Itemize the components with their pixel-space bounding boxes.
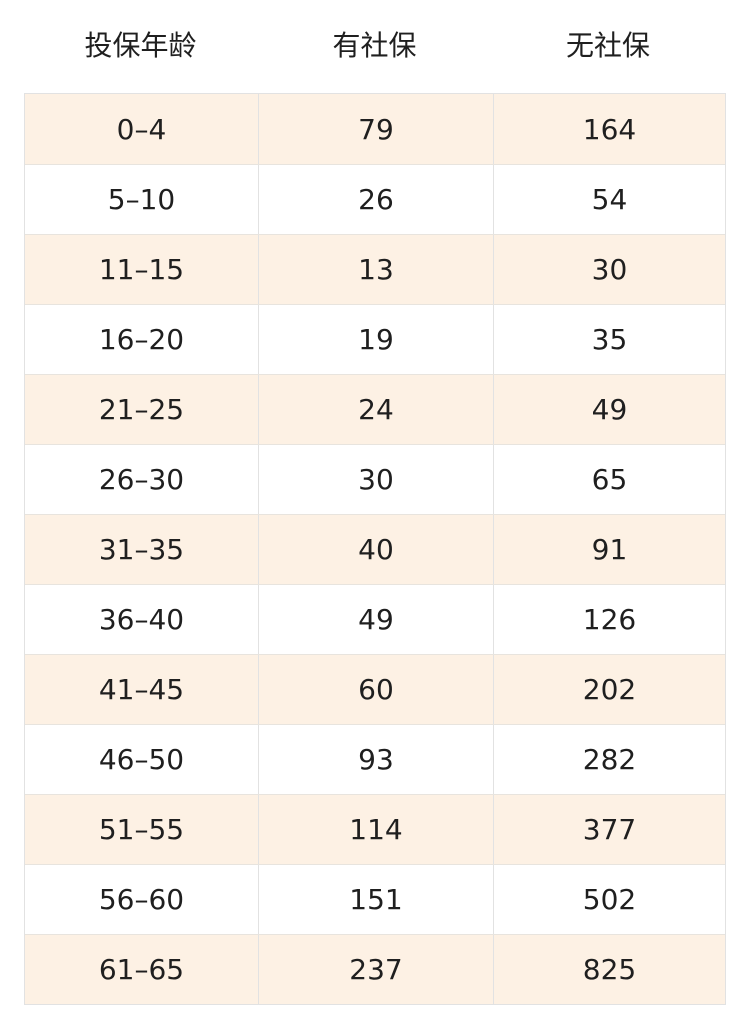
with-insurance-cell: 60 — [258, 655, 493, 724]
premium-table: 0–4 79 164 5–10 26 54 11–15 13 30 16–20 … — [24, 93, 726, 1005]
table-row: 21–25 24 49 — [25, 374, 725, 444]
age-cell: 46–50 — [98, 743, 185, 776]
with-insurance-cell: 237 — [258, 935, 493, 1004]
without-insurance-cell: 377 — [493, 795, 725, 864]
table-row: 5–10 26 54 — [25, 164, 725, 234]
table-row: 0–4 79 164 — [25, 94, 725, 164]
with-insurance-cell: 151 — [258, 865, 493, 934]
age-cell: 5–10 — [107, 183, 176, 216]
without-insurance-cell: 54 — [493, 165, 725, 234]
without-insurance-cell: 30 — [493, 235, 725, 304]
table-row: 36–40 49 126 — [25, 584, 725, 654]
table-row: 11–15 13 30 — [25, 234, 725, 304]
with-insurance-cell: 30 — [258, 445, 493, 514]
table-row: 31–35 40 91 — [25, 514, 725, 584]
table-header: 投保年龄 有社保 无社保 — [24, 0, 726, 92]
with-insurance-cell: 26 — [258, 165, 493, 234]
without-insurance-cell: 49 — [493, 375, 725, 444]
age-cell: 16–20 — [98, 323, 185, 356]
with-insurance-cell: 19 — [258, 305, 493, 374]
age-cell: 36–40 — [98, 603, 185, 636]
header-age: 投保年龄 — [84, 29, 197, 62]
age-cell: 26–30 — [98, 463, 185, 496]
without-insurance-cell: 282 — [493, 725, 725, 794]
table-row: 41–45 60 202 — [25, 654, 725, 724]
with-insurance-cell: 114 — [258, 795, 493, 864]
with-insurance-cell: 13 — [258, 235, 493, 304]
without-insurance-cell: 825 — [493, 935, 725, 1004]
without-insurance-cell: 202 — [493, 655, 725, 724]
table-row: 51–55 114 377 — [25, 794, 725, 864]
with-insurance-cell: 49 — [258, 585, 493, 654]
with-insurance-cell: 79 — [258, 94, 493, 164]
header-without-social-insurance: 无社保 — [565, 29, 650, 62]
age-cell: 31–35 — [98, 533, 185, 566]
age-cell: 11–15 — [98, 253, 185, 286]
without-insurance-cell: 164 — [493, 94, 725, 164]
without-insurance-cell: 126 — [493, 585, 725, 654]
age-cell: 41–45 — [98, 673, 185, 706]
with-insurance-cell: 40 — [258, 515, 493, 584]
table-row: 56–60 151 502 — [25, 864, 725, 934]
age-cell: 51–55 — [98, 813, 185, 846]
age-cell: 56–60 — [98, 883, 185, 916]
age-cell: 61–65 — [98, 953, 185, 986]
table-row: 16–20 19 35 — [25, 304, 725, 374]
age-cell: 0–4 — [116, 112, 167, 146]
age-cell: 21–25 — [98, 393, 185, 426]
table-row: 61–65 237 825 — [25, 934, 725, 1004]
without-insurance-cell: 502 — [493, 865, 725, 934]
header-with-social-insurance: 有社保 — [332, 29, 417, 62]
table-row: 26–30 30 65 — [25, 444, 725, 514]
without-insurance-cell: 91 — [493, 515, 725, 584]
with-insurance-cell: 93 — [258, 725, 493, 794]
without-insurance-cell: 65 — [493, 445, 725, 514]
without-insurance-cell: 35 — [493, 305, 725, 374]
table-row: 46–50 93 282 — [25, 724, 725, 794]
with-insurance-cell: 24 — [258, 375, 493, 444]
